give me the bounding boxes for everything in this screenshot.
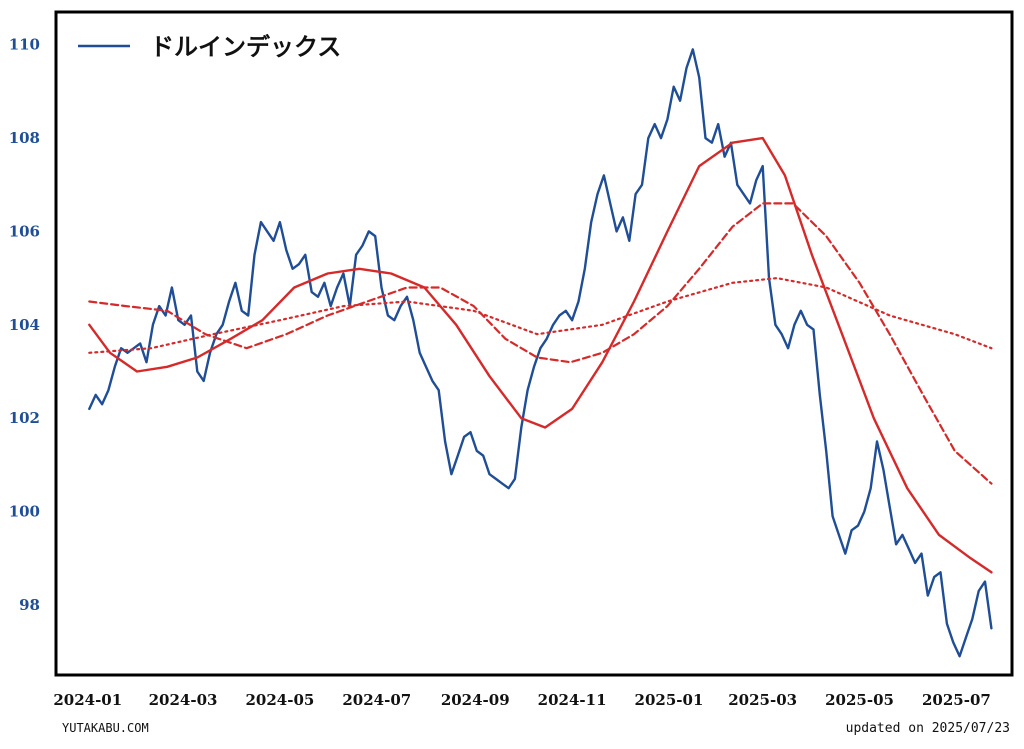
- x-tick-label: 2024-07: [342, 691, 411, 709]
- series-line-0: [88, 48, 993, 658]
- y-tick-label: 106: [9, 222, 40, 240]
- series-line-2: [88, 202, 993, 485]
- legend: ドルインデックス: [78, 33, 341, 61]
- series-line-1: [88, 136, 993, 574]
- y-tick-label: 102: [9, 409, 40, 427]
- x-tick-label: 2024-09: [441, 691, 510, 709]
- x-tick-label: 2025-01: [635, 691, 704, 709]
- y-tick-label: 100: [9, 503, 40, 521]
- y-tick-label: 110: [9, 36, 40, 54]
- y-axis-ticks: 98 100 102 104 106 108 110: [9, 36, 40, 614]
- y-tick-label: 108: [9, 129, 40, 147]
- x-tick-label: 2024-03: [149, 691, 218, 709]
- x-axis-ticks: 2024-01 2024-03 2024-05 2024-07 2024-09 2024-…: [53, 691, 991, 709]
- x-tick-label: 2024-05: [245, 691, 314, 709]
- site-name: YUTAKABU.COM: [62, 721, 149, 735]
- y-tick-label: 104: [9, 316, 40, 334]
- series-layer: [88, 48, 993, 658]
- x-tick-label: 2025-05: [825, 691, 894, 709]
- legend-label: ドルインデックス: [150, 33, 341, 61]
- x-tick-label: 2025-03: [728, 691, 797, 709]
- x-tick-label: 2025-07: [922, 691, 991, 709]
- plot-frame: [54, 10, 1014, 677]
- x-tick-label: 2024-11: [538, 691, 607, 709]
- x-tick-label: 2024-01: [53, 691, 122, 709]
- updated-date: updated on 2025/07/23: [845, 721, 1010, 736]
- y-tick-label: 98: [19, 596, 40, 614]
